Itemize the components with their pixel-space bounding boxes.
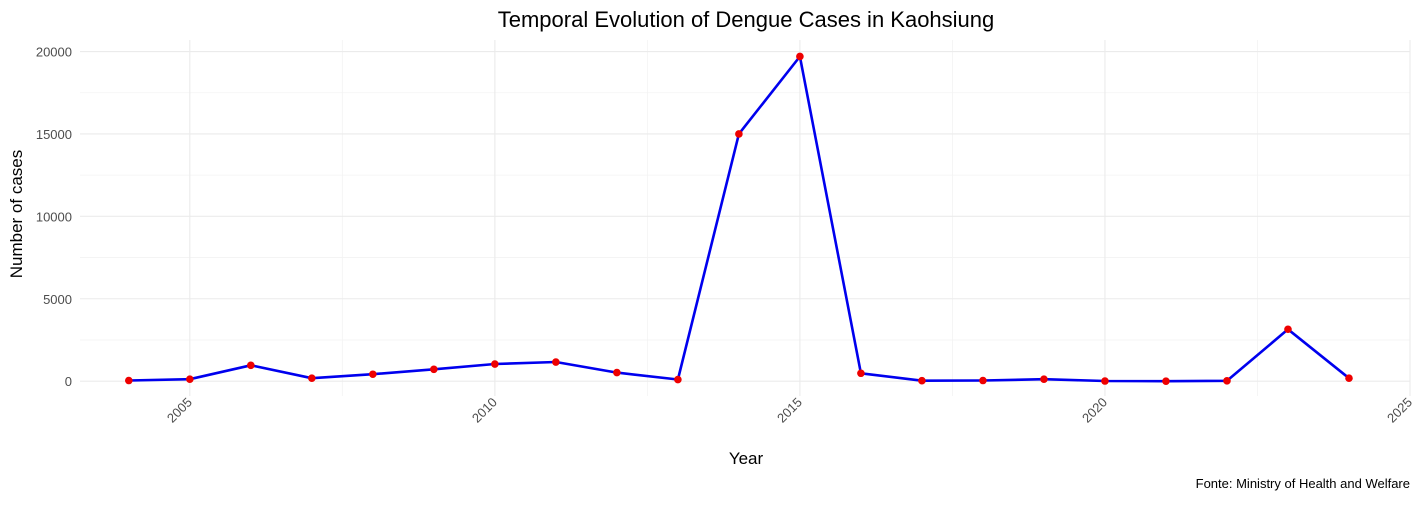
y-tick-label: 0	[65, 374, 72, 389]
series-cases	[125, 52, 1353, 385]
data-point	[247, 361, 255, 370]
chart-title: Temporal Evolution of Dengue Cases in Ka…	[498, 7, 995, 32]
data-point	[308, 374, 316, 383]
x-tick-label: 2005	[164, 395, 195, 426]
y-axis-ticks: 0 5000 10000 15000 20000	[36, 45, 72, 390]
y-tick-label: 20000	[36, 45, 72, 60]
data-point	[430, 365, 438, 374]
x-tick-label: 2025	[1384, 395, 1415, 426]
data-point	[369, 370, 377, 379]
y-tick-label: 15000	[36, 127, 72, 142]
data-point	[796, 52, 804, 61]
data-point	[1101, 377, 1109, 385]
data-point	[918, 376, 926, 385]
data-point	[857, 369, 865, 378]
data-point	[186, 375, 194, 383]
x-axis-ticks: 2005 2010 2015 2020 2025	[164, 395, 1415, 426]
data-point	[613, 368, 621, 377]
data-point	[1284, 325, 1292, 334]
x-tick-label: 2020	[1079, 395, 1110, 426]
x-axis-title: Year	[729, 449, 764, 468]
data-point	[979, 376, 987, 385]
data-point	[552, 358, 560, 366]
data-point	[1040, 375, 1048, 383]
series-line	[128, 55, 1350, 383]
grid	[80, 40, 1411, 396]
data-point	[674, 375, 682, 384]
data-point	[1223, 377, 1231, 385]
x-tick-label: 2010	[469, 395, 500, 426]
y-tick-label: 5000	[43, 292, 72, 307]
y-tick-label: 10000	[36, 209, 72, 224]
data-point	[491, 360, 499, 368]
y-axis-title: Number of cases	[7, 150, 26, 279]
chart-caption: Fonte: Ministry of Health and Welfare	[1196, 476, 1410, 491]
x-tick-label: 2015	[774, 395, 805, 426]
data-point	[125, 376, 133, 385]
data-point	[1345, 374, 1353, 383]
data-point	[735, 130, 743, 138]
data-point	[1162, 377, 1170, 385]
